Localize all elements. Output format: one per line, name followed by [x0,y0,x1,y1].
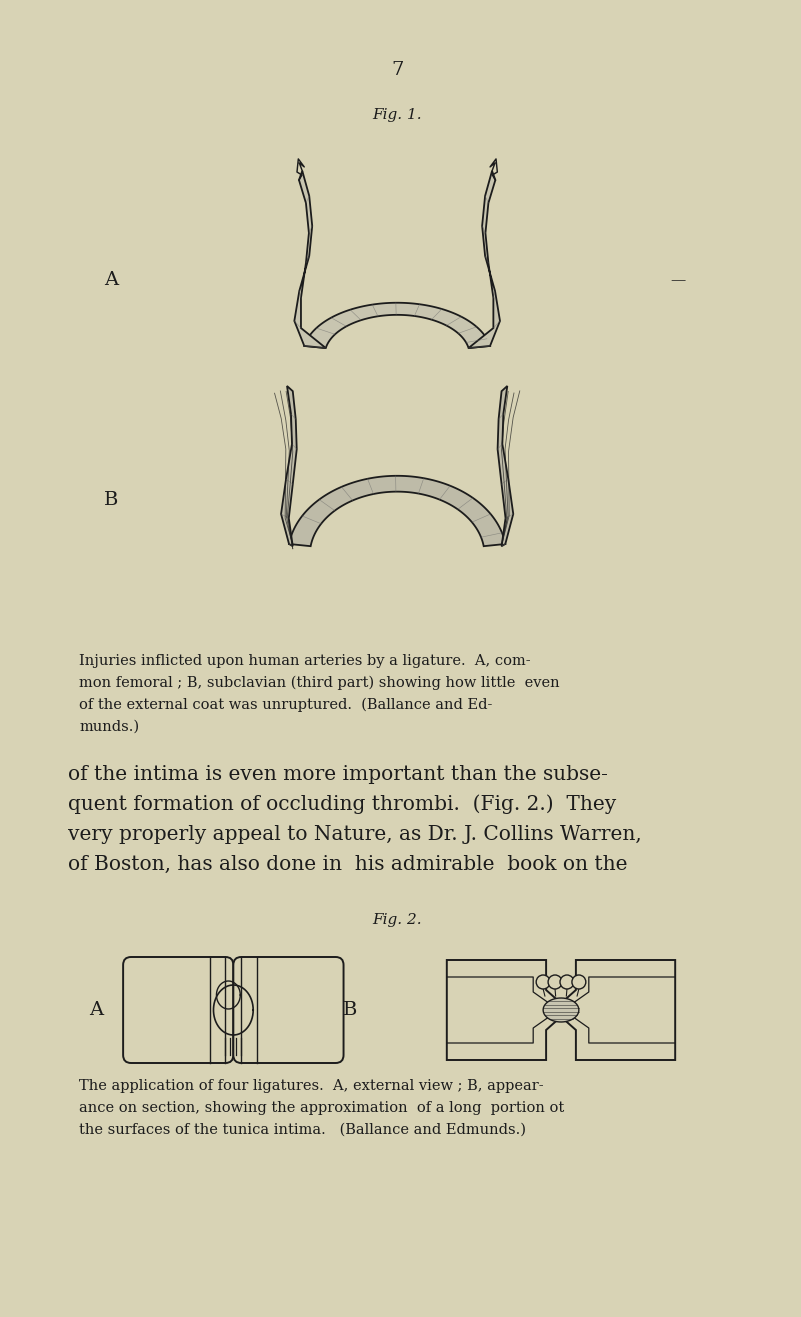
Polygon shape [289,475,505,547]
FancyBboxPatch shape [123,957,233,1063]
Polygon shape [543,998,579,1022]
Text: ance on section, showing the approximation  of a long  portion ot: ance on section, showing the approximati… [79,1101,565,1115]
Text: B: B [104,491,119,508]
Circle shape [572,975,586,989]
Polygon shape [294,171,326,348]
Text: Fig. 1.: Fig. 1. [372,108,422,122]
Text: 7: 7 [391,61,404,79]
Text: of the intima is even more important than the subse-: of the intima is even more important tha… [67,765,607,784]
Text: A: A [90,1001,103,1019]
Polygon shape [304,303,490,348]
Text: the surfaces of the tunica intima.   (Ballance and Edmunds.): the surfaces of the tunica intima. (Ball… [79,1123,526,1137]
Text: A: A [104,271,119,288]
Text: Fig. 2.: Fig. 2. [372,913,422,927]
Polygon shape [281,386,296,547]
Text: munds.): munds.) [79,720,139,734]
Text: —: — [670,273,686,287]
Circle shape [560,975,574,989]
Text: B: B [343,1001,357,1019]
Circle shape [536,975,550,989]
Text: quent formation of occluding thrombi.  (Fig. 2.)  They: quent formation of occluding thrombi. (F… [67,794,616,814]
Text: of Boston, has also done in  his admirable  book on the: of Boston, has also done in his admirabl… [67,855,627,874]
Polygon shape [469,171,500,348]
Text: mon femoral ; B, subclavian (third part) showing how little  even: mon femoral ; B, subclavian (third part)… [79,676,560,690]
Text: very properly appeal to Nature, as Dr. J. Collins Warren,: very properly appeal to Nature, as Dr. J… [67,824,642,844]
FancyBboxPatch shape [233,957,344,1063]
Polygon shape [497,386,513,547]
Text: The application of four ligatures.  A, external view ; B, appear-: The application of four ligatures. A, ex… [79,1079,544,1093]
Polygon shape [447,960,563,1060]
Polygon shape [559,960,675,1060]
Circle shape [548,975,562,989]
Text: of the external coat was unruptured.  (Ballance and Ed-: of the external coat was unruptured. (Ba… [79,698,493,712]
Text: Injuries inflicted upon human arteries by a ligature.  A, com-: Injuries inflicted upon human arteries b… [79,655,531,668]
